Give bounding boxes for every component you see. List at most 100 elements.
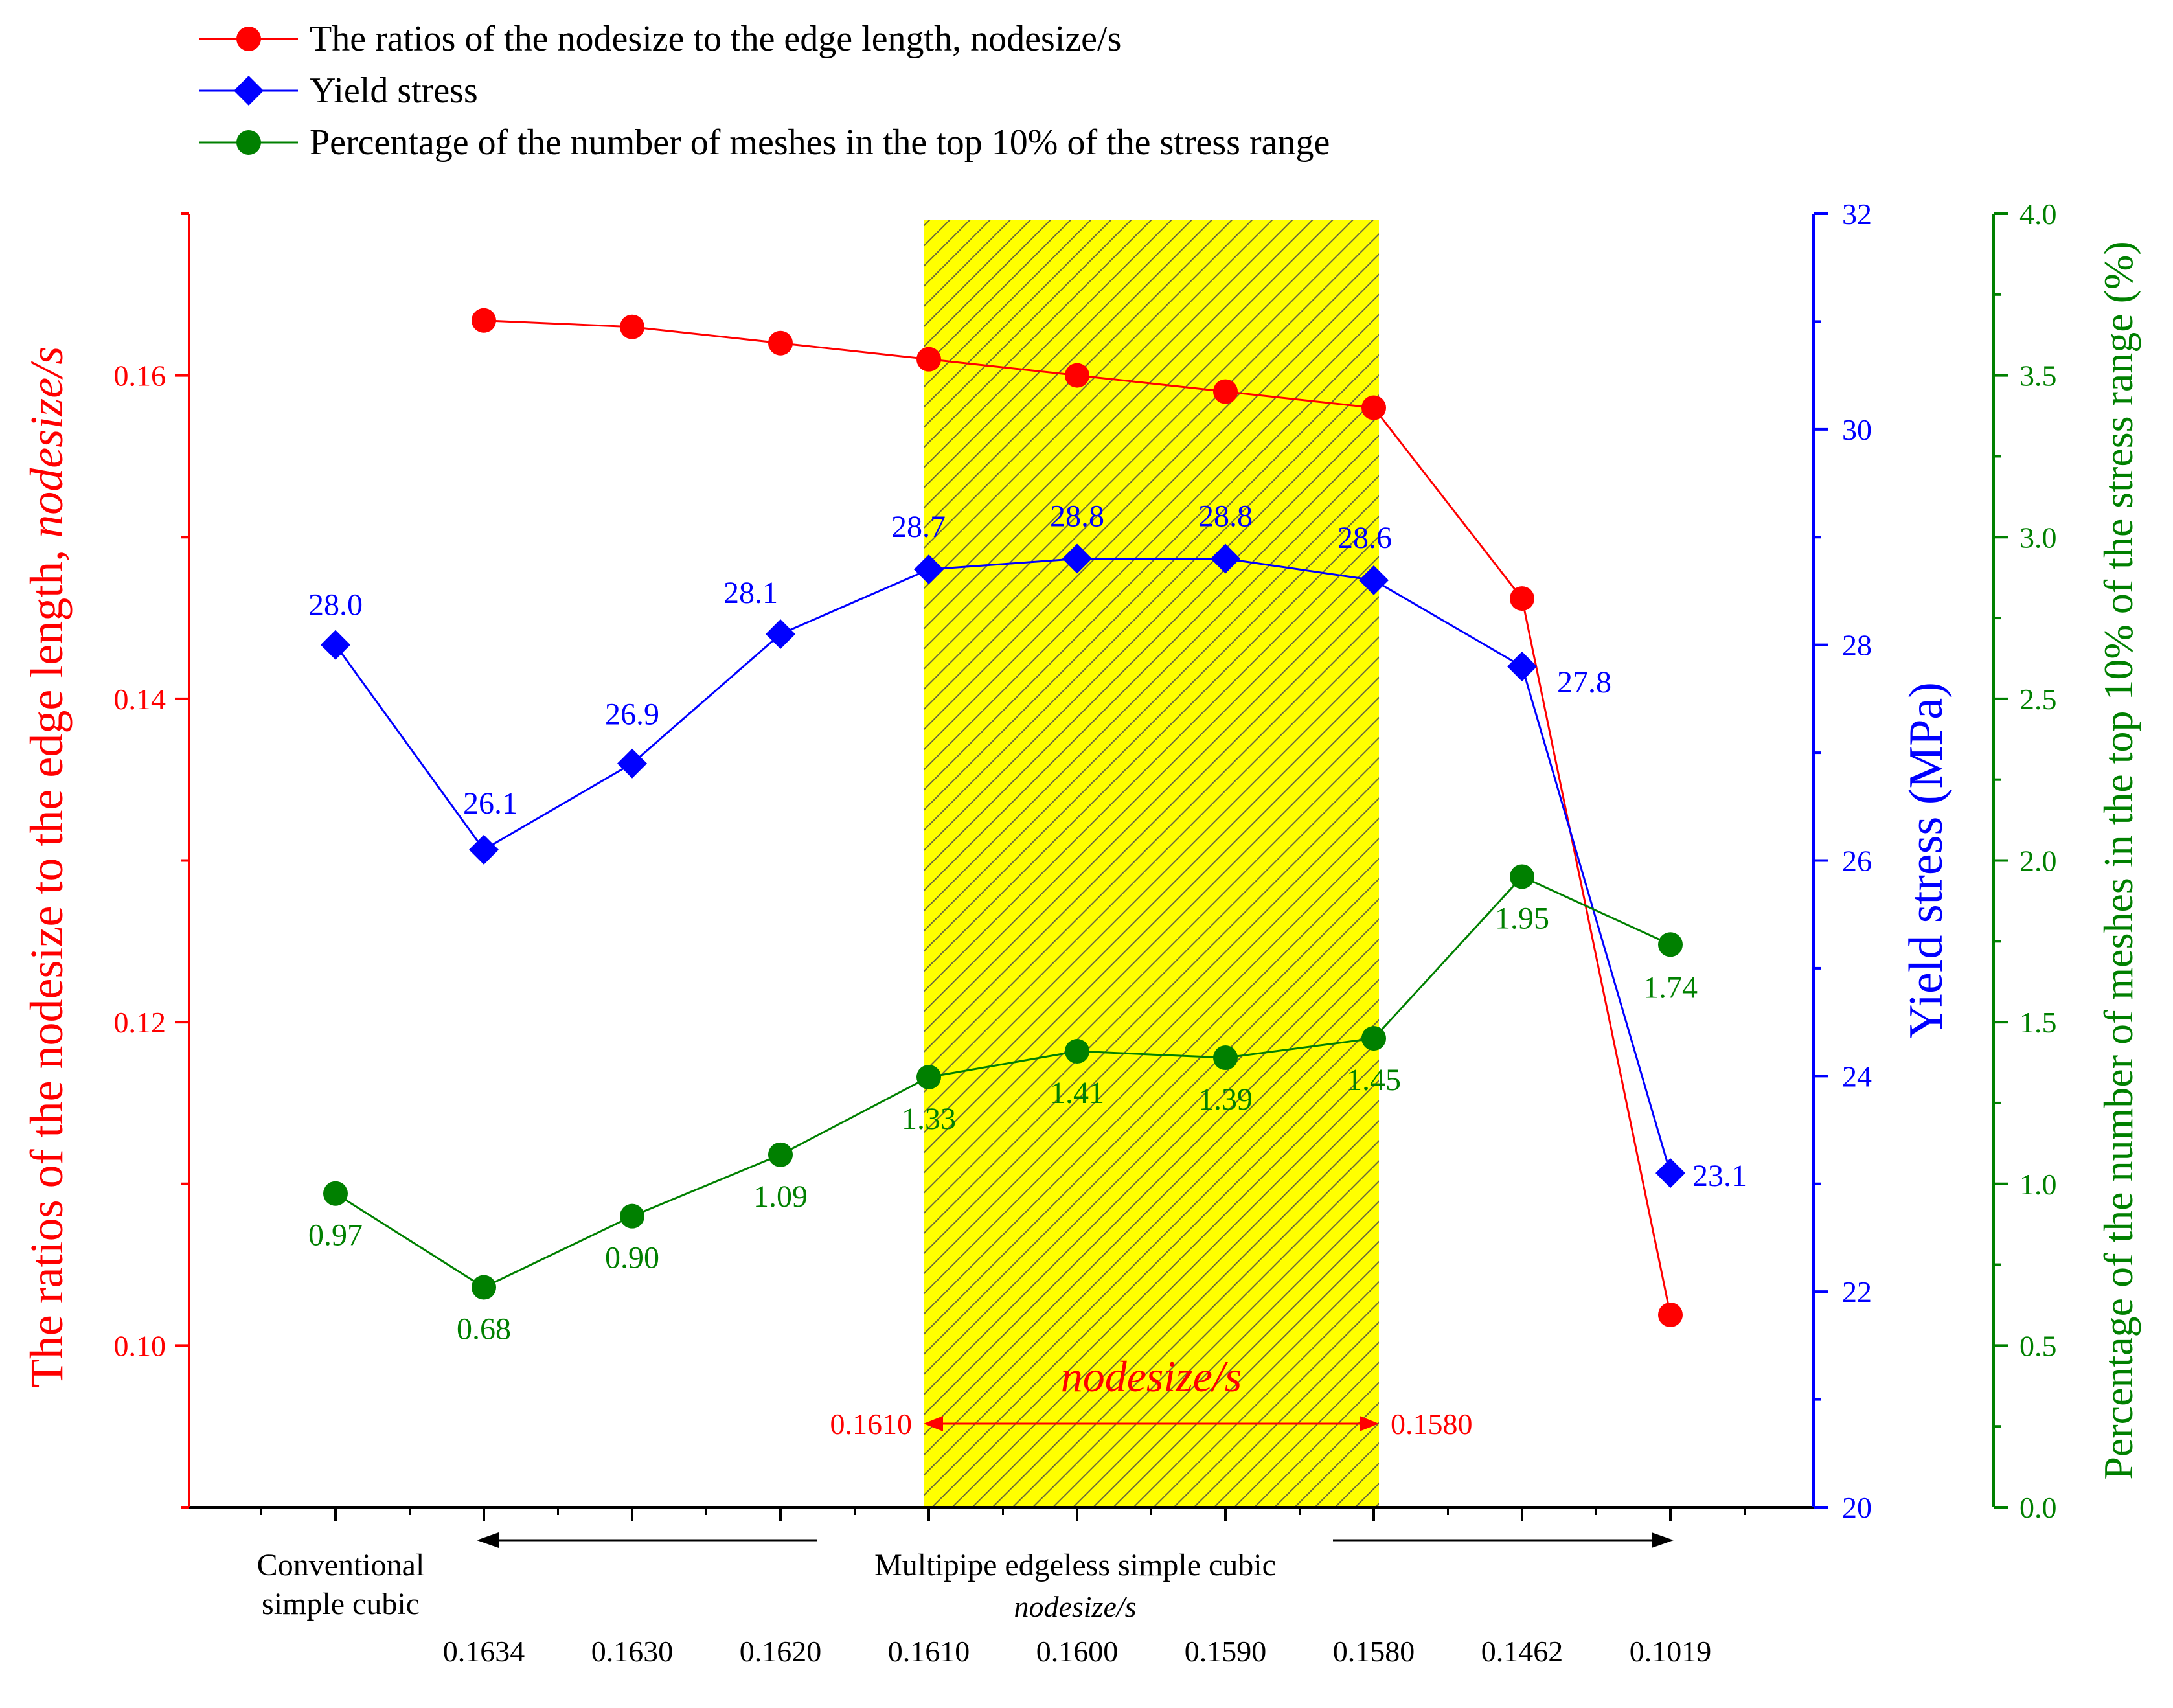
data-point-ratio <box>1510 586 1534 611</box>
data-point-pct <box>1510 864 1534 889</box>
multipipe-label: Multipipe edgeless simple cubic <box>874 1548 1276 1582</box>
data-label-pct: 1.09 <box>753 1179 808 1214</box>
multipipe-arrow-right-head <box>1652 1532 1674 1548</box>
highlight-left-value: 0.1610 <box>830 1407 913 1440</box>
percentage-tick-label: 0.5 <box>2019 1329 2057 1362</box>
data-point-ratio <box>1658 1302 1683 1327</box>
x-tick-label: 0.1462 <box>1481 1635 1564 1668</box>
data-label-yield: 26.9 <box>605 698 659 732</box>
percentage-tick-label: 2.5 <box>2019 683 2057 716</box>
data-point-ratio <box>1213 379 1238 404</box>
x-sub-label: nodesize/s <box>1014 1590 1136 1623</box>
data-label-pct: 1.33 <box>902 1102 956 1136</box>
percentage-tick-label: 3.0 <box>2019 521 2057 554</box>
yield-tick-label: 30 <box>1842 413 1872 446</box>
data-point-yield <box>1655 1158 1685 1189</box>
percentage-tick-label: 2.0 <box>2019 845 2057 878</box>
data-point-ratio <box>472 308 496 333</box>
data-label-yield: 26.1 <box>463 786 518 821</box>
x-tick-label: 0.1620 <box>740 1635 822 1668</box>
left-axis-title-text: The ratios of the nodesize to the edge l… <box>21 538 73 1388</box>
left-tick-label: 0.12 <box>114 1006 166 1039</box>
data-label-yield: 28.1 <box>723 576 778 610</box>
multipipe-range-arrow <box>477 1532 1674 1548</box>
legend-label: The ratios of the nodesize to the edge l… <box>310 19 1121 59</box>
data-point-ratio <box>1065 363 1089 388</box>
series-pct: 0.97 0.68 0.90 1.09 1.33 1.41 1.39 1.45 1.95 1.74 <box>308 864 1698 1347</box>
legend-item-yield: Yield stress <box>199 71 478 111</box>
legend-marker <box>236 130 261 155</box>
legend-marker <box>236 27 261 51</box>
legend-label: Percentage of the number of meshes in th… <box>310 122 1330 163</box>
data-label-pct: 1.95 <box>1495 901 1549 935</box>
axes-group: 0.10 0.12 0.14 0.16 20 22 24 26 28 30 32 0.0 0.5 1.0 1… <box>114 198 2057 1524</box>
percentage-tick-label: 0.0 <box>2019 1491 2057 1524</box>
highlight-arrow-right-head <box>1360 1416 1379 1431</box>
data-point-yield <box>1211 543 1240 574</box>
conventional-label-line1: Conventional <box>257 1548 425 1582</box>
yield-axis-title: Yield stress (MPa) <box>1900 682 1953 1039</box>
data-point-ratio <box>1361 395 1386 420</box>
data-point-ratio <box>916 347 941 372</box>
yield-tick-label: 22 <box>1842 1275 1872 1308</box>
data-label-yield: 28.8 <box>1198 499 1253 534</box>
legend-marker <box>234 76 264 106</box>
data-point-yield <box>1062 543 1092 574</box>
data-point-pct <box>1213 1045 1238 1071</box>
yield-tick-label: 28 <box>1842 629 1872 662</box>
highlight-right-value: 0.1580 <box>1391 1407 1473 1440</box>
data-point-yield <box>766 619 795 650</box>
data-point-pct <box>1361 1026 1386 1051</box>
x-tick-label: 0.1580 <box>1333 1635 1415 1668</box>
data-label-yield: 28.6 <box>1337 521 1392 555</box>
yield-tick-label: 20 <box>1842 1491 1872 1524</box>
data-point-pct <box>323 1181 348 1206</box>
data-point-ratio <box>620 314 644 339</box>
data-label-pct: 0.97 <box>308 1218 363 1253</box>
x-tick-label: 0.1600 <box>1036 1635 1119 1668</box>
data-point-yield <box>469 834 499 865</box>
data-point-ratio <box>768 330 793 356</box>
x-tick-label: 0.1634 <box>443 1635 525 1668</box>
left-axis-title-italic: nodesize/s <box>21 347 73 538</box>
data-point-pct <box>472 1275 496 1300</box>
data-label-pct: 1.41 <box>1050 1076 1104 1110</box>
percentage-tick-label: 4.0 <box>2019 198 2057 231</box>
legend-label: Yield stress <box>310 71 478 111</box>
percentage-tick-label: 1.5 <box>2019 1006 2057 1039</box>
data-point-pct <box>768 1142 793 1167</box>
data-point-yield <box>1507 651 1537 681</box>
percentage-tick-label: 1.0 <box>2019 1168 2057 1201</box>
series-ratio <box>472 308 1683 1327</box>
yield-tick-label: 32 <box>1842 198 1872 231</box>
data-point-yield <box>321 630 350 660</box>
series-layer: 28.0 26.1 26.9 28.1 28.7 28.8 28.8 28.6 27.8 23.1… <box>308 308 1747 1347</box>
series-line-yield <box>334 558 1672 1174</box>
x-tick-label: 0.1630 <box>591 1635 674 1668</box>
data-label-pct: 1.39 <box>1198 1082 1253 1117</box>
data-label-pct: 0.90 <box>605 1241 659 1275</box>
left-tick-label: 0.16 <box>114 359 166 393</box>
x-category-labels: 0.1634 0.1630 0.1620 0.1610 0.1600 0.1590 0.15… <box>443 1635 1712 1668</box>
data-label-yield: 28.7 <box>891 510 946 544</box>
left-axis-title: The ratios of the nodesize to the edge l… <box>21 347 73 1388</box>
legend-item-pct: Percentage of the number of meshes in th… <box>199 122 1330 163</box>
left-tick-label: 0.10 <box>114 1329 166 1362</box>
data-label-yield: 27.8 <box>1557 665 1611 700</box>
data-point-pct <box>1065 1039 1089 1064</box>
x-tick-label: 0.1019 <box>1630 1635 1712 1668</box>
data-label-yield: 23.1 <box>1692 1159 1747 1193</box>
highlight-band <box>924 220 1379 1507</box>
data-point-pct <box>1658 932 1683 957</box>
highlight-range-arrow <box>924 1416 1379 1431</box>
conventional-label-line2: simple cubic <box>262 1587 420 1621</box>
legend-item-ratio: The ratios of the nodesize to the edge l… <box>199 19 1121 59</box>
data-label-yield: 28.8 <box>1050 499 1104 534</box>
data-label-pct: 0.68 <box>457 1312 511 1347</box>
data-point-yield <box>914 554 944 585</box>
data-point-pct <box>916 1064 941 1089</box>
series-yield: 28.0 26.1 26.9 28.1 28.7 28.8 28.8 28.6 27.8 23.1 <box>308 499 1747 1194</box>
highlight-title: nodesize/s <box>1061 1352 1242 1401</box>
data-point-yield <box>1359 565 1389 595</box>
